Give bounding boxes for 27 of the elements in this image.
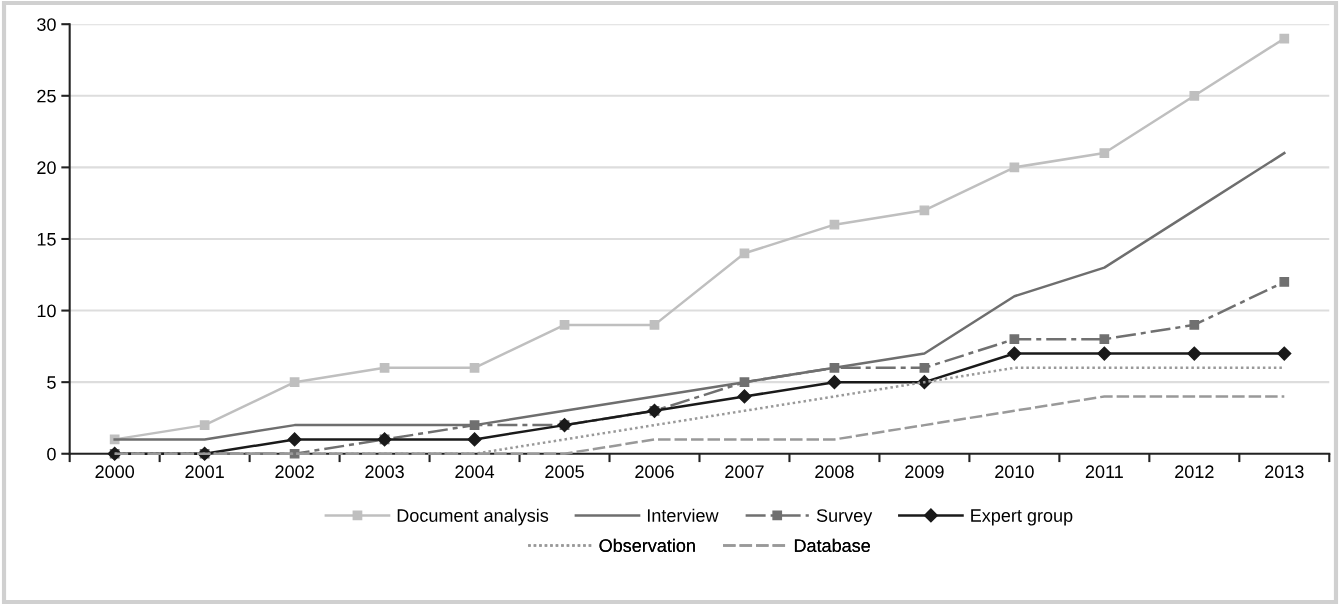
y-tick-label: 30 — [37, 18, 56, 31]
legend-label: Survey — [816, 509, 873, 526]
x-tick-label: 2004 — [455, 465, 495, 479]
y-tick-label: 0 — [47, 447, 56, 461]
x-tick-label: 2003 — [365, 465, 404, 479]
x-tick-label: 2007 — [725, 465, 764, 479]
y-tick-label: 25 — [37, 89, 56, 103]
x-tick-label: 2011 — [1085, 465, 1123, 479]
x-tick-label: 2005 — [545, 465, 584, 479]
x-tick-label: 2008 — [815, 465, 854, 479]
legend-label: Interview — [647, 508, 719, 522]
legend-label: Database — [794, 538, 870, 552]
y-tick-label: 20 — [37, 161, 56, 175]
y-tick-label: 5 — [47, 376, 56, 389]
x-tick-label: 2006 — [635, 465, 674, 479]
x-tick-label: 2002 — [275, 465, 314, 479]
x-tick-label: 2010 — [995, 465, 1034, 479]
x-tick-label: 2000 — [95, 465, 135, 479]
legend-label: Observation — [599, 538, 695, 552]
x-tick-label: 2001 — [185, 465, 224, 479]
x-tick-label: 2012 — [1175, 465, 1214, 479]
x-tick-label: 2009 — [905, 465, 944, 479]
legend-label: Document analysis — [397, 508, 549, 526]
x-tick-label: 2013 — [1265, 465, 1304, 479]
y-tick-label: 15 — [37, 233, 56, 246]
y-tick-label: 10 — [37, 304, 56, 318]
legend-label: Expert group — [971, 509, 1073, 526]
